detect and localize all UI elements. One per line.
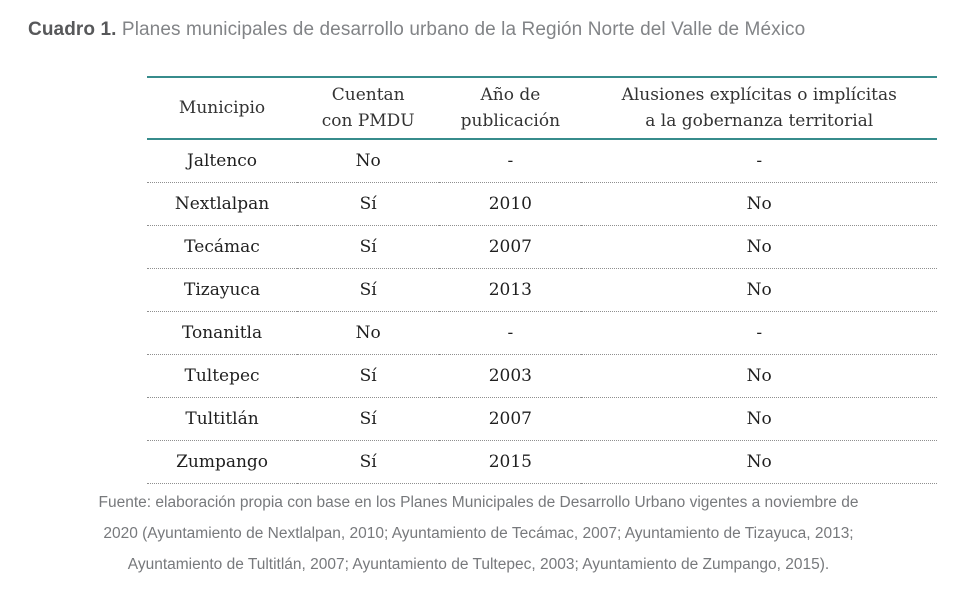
source-note: Fuente: elaboración propia con base en l… bbox=[0, 487, 957, 580]
column-header-3: Alusiones explícitas o implícitas a la go… bbox=[581, 76, 937, 140]
table-cell: No bbox=[581, 354, 937, 398]
table-cell: Tultitlán bbox=[147, 397, 298, 441]
table-cell: 2015 bbox=[439, 440, 582, 484]
table-cell: No bbox=[581, 440, 937, 484]
table-cell: - bbox=[439, 311, 582, 355]
table-cell: 2013 bbox=[439, 268, 582, 312]
table-cell: - bbox=[581, 311, 937, 355]
source-line-1: Fuente: elaboración propia con base en l… bbox=[98, 494, 859, 511]
table-row: Nextlalpan Sí 2010 No bbox=[147, 182, 937, 226]
caption-label: Cuadro 1. bbox=[28, 19, 117, 40]
table-row: Tultepec Sí 2003 No bbox=[147, 354, 937, 398]
table-cell: Sí bbox=[297, 397, 440, 441]
table-cell: No bbox=[581, 225, 937, 269]
table-cell: Tultepec bbox=[147, 354, 298, 398]
table-cell: Nextlalpan bbox=[147, 182, 298, 226]
table-cell: 2003 bbox=[439, 354, 582, 398]
table-row: Tecámac Sí 2007 No bbox=[147, 225, 937, 269]
table-row: Tonanitla No - - bbox=[147, 311, 937, 355]
source-line-2: 2020 (Ayuntamiento de Nextlalpan, 2010; … bbox=[103, 525, 854, 542]
table-body: Jaltenco No - - Nextlalpan Sí 2010 No Tecámac Sí 2… bbox=[147, 139, 937, 484]
table-row: Tizayuca Sí 2013 No bbox=[147, 268, 937, 312]
column-header-0: Municipio bbox=[147, 76, 298, 140]
table-cell: Jaltenco bbox=[147, 139, 298, 183]
table-cell: 2010 bbox=[439, 182, 582, 226]
caption-text: Planes municipales de desarrollo urbano … bbox=[121, 19, 806, 40]
table-cell: Zumpango bbox=[147, 440, 298, 484]
table-cell: Sí bbox=[297, 182, 440, 226]
table-cell: Sí bbox=[297, 268, 440, 312]
table-cell: No bbox=[581, 182, 937, 226]
table-cell: No bbox=[297, 139, 440, 183]
header-row: Municipio Cuentan con PMDU Año de publicació… bbox=[147, 76, 937, 140]
table-cell: No bbox=[581, 268, 937, 312]
table-row: Tultitlán Sí 2007 No bbox=[147, 397, 937, 441]
pmdu-table: Municipio Cuentan con PMDU Año de publicació… bbox=[147, 76, 937, 484]
column-header-2: Año de publicación bbox=[439, 76, 582, 140]
table-cell: No bbox=[297, 311, 440, 355]
table-cell: 2007 bbox=[439, 225, 582, 269]
table-cell: Sí bbox=[297, 440, 440, 484]
table-cell: Sí bbox=[297, 354, 440, 398]
table-caption: Cuadro 1. Planes municipales de desarrol… bbox=[28, 19, 805, 41]
table-row: Jaltenco No - - bbox=[147, 139, 937, 183]
table-cell: 2007 bbox=[439, 397, 582, 441]
table-header: Municipio Cuentan con PMDU Año de publicació… bbox=[147, 76, 937, 140]
table-row: Zumpango Sí 2015 No bbox=[147, 440, 937, 484]
table-cell: Tecámac bbox=[147, 225, 298, 269]
table-cell: Sí bbox=[297, 225, 440, 269]
table-cell: Tizayuca bbox=[147, 268, 298, 312]
column-header-1: Cuentan con PMDU bbox=[297, 76, 440, 140]
source-line-3: Ayuntamiento de Tultitlán, 2007; Ayuntam… bbox=[127, 556, 830, 573]
table-cell: - bbox=[581, 139, 937, 183]
table-cell: No bbox=[581, 397, 937, 441]
table-cell: Tonanitla bbox=[147, 311, 298, 355]
table-cell: - bbox=[439, 139, 582, 183]
